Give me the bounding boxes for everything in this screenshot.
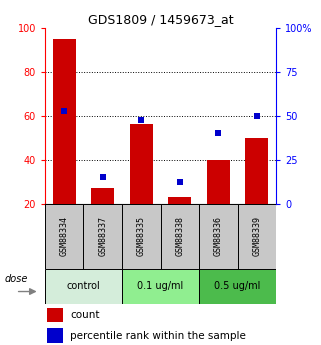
Text: GSM88339: GSM88339	[252, 216, 261, 256]
Bar	[45, 269, 122, 304]
Bar	[168, 197, 191, 204]
Bar	[199, 269, 276, 304]
Bar	[238, 204, 276, 269]
Bar	[160, 204, 199, 269]
Bar	[45, 204, 83, 269]
Text: 0.1 ug/ml: 0.1 ug/ml	[137, 282, 184, 291]
Bar	[47, 308, 64, 322]
Point	[100, 175, 105, 180]
Point	[62, 108, 67, 114]
Bar	[122, 269, 199, 304]
Text: GSM88335: GSM88335	[137, 216, 146, 256]
Text: GSM88336: GSM88336	[214, 216, 223, 256]
Bar	[130, 125, 153, 204]
Text: 0.5 ug/ml: 0.5 ug/ml	[214, 282, 261, 291]
Text: GSM88338: GSM88338	[175, 216, 184, 256]
Bar	[199, 204, 238, 269]
Text: GSM88337: GSM88337	[98, 216, 107, 256]
Bar	[91, 188, 114, 204]
Bar	[53, 39, 76, 204]
Bar	[83, 204, 122, 269]
Text: percentile rank within the sample: percentile rank within the sample	[70, 331, 246, 341]
Point	[254, 113, 259, 118]
Bar	[122, 204, 160, 269]
Text: count: count	[70, 310, 100, 320]
Title: GDS1809 / 1459673_at: GDS1809 / 1459673_at	[88, 13, 233, 27]
Text: control: control	[66, 282, 100, 291]
Bar	[207, 159, 230, 204]
Bar	[245, 138, 268, 204]
Text: dose: dose	[4, 274, 28, 284]
Point	[139, 117, 144, 123]
Bar	[47, 328, 64, 343]
Point	[216, 130, 221, 136]
Point	[177, 179, 182, 184]
Text: GSM88334: GSM88334	[60, 216, 69, 256]
